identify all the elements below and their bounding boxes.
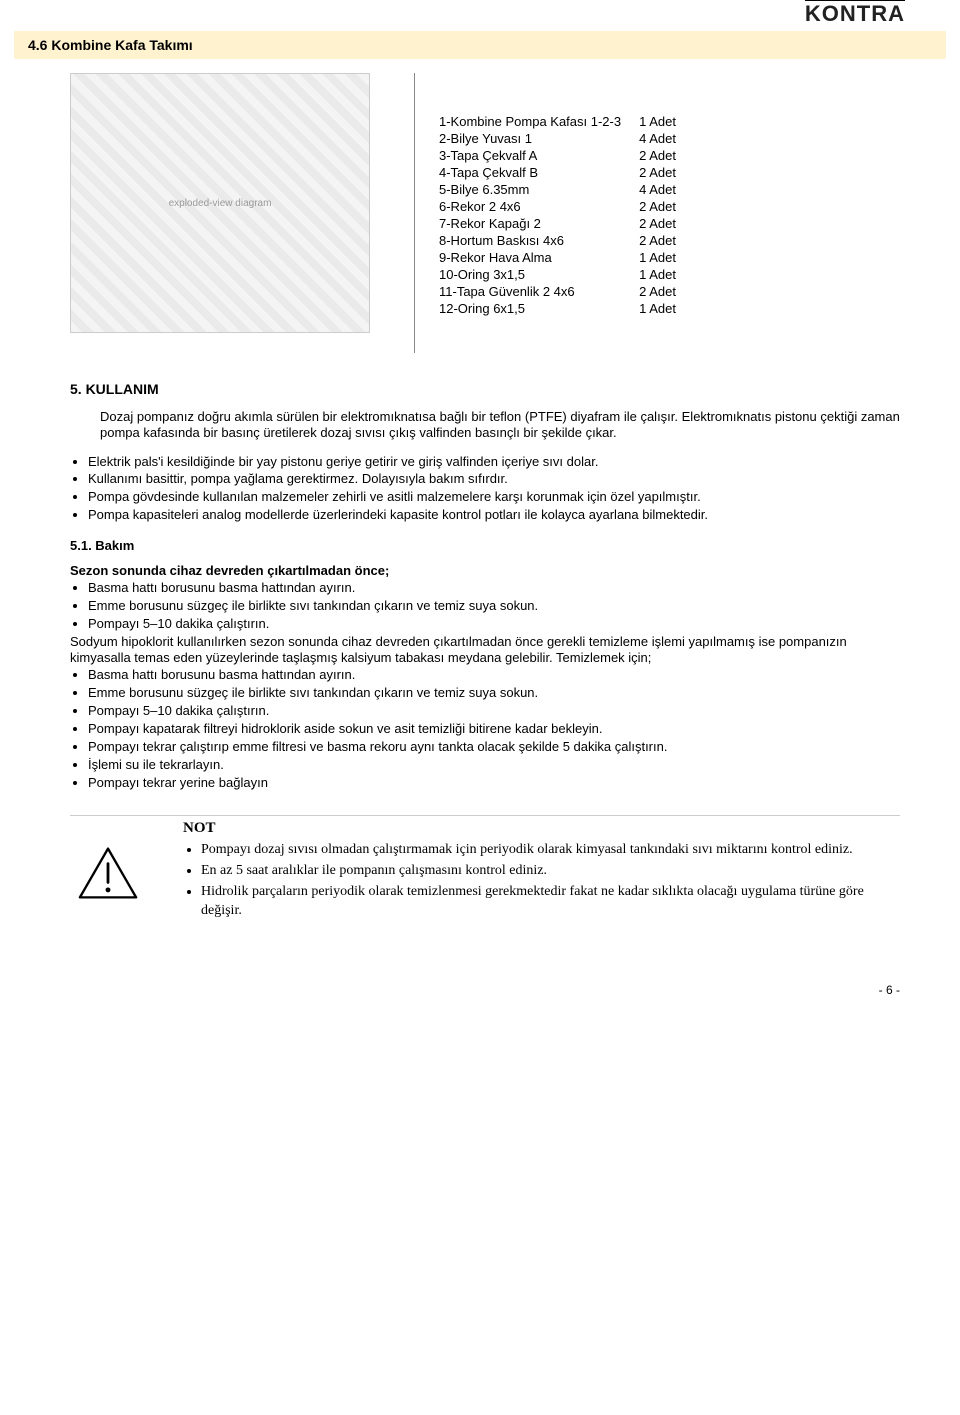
not-title: NOT <box>183 820 900 837</box>
brand-label: KONTRA <box>805 0 905 27</box>
part-label: 7-Rekor Kapağı 2 <box>439 215 621 232</box>
list-item: Elektrik pals'i kesildiğinde bir yay pis… <box>88 454 900 471</box>
list-item: Pompayı dozaj sıvısı olmadan çalıştırmam… <box>201 841 900 860</box>
not-box: NOT Pompayı dozaj sıvısı olmadan çalıştı… <box>70 815 900 923</box>
table-row: 2-Bilye Yuvası 14 Adet <box>439 130 676 147</box>
list-item: Pompa gövdesinde kullanılan malzemeler z… <box>88 489 900 506</box>
table-row: 5-Bilye 6.35mm4 Adet <box>439 181 676 198</box>
list-item: Pompayı kapatarak filtreyi hidroklorik a… <box>88 721 900 738</box>
part-qty: 1 Adet <box>621 249 676 266</box>
list-item: Pompayı tekrar çalıştırıp emme filtresi … <box>88 739 900 756</box>
part-qty: 2 Adet <box>621 164 676 181</box>
exploded-diagram: exploded-view diagram <box>70 73 415 353</box>
list-item: Emme borusunu süzgeç ile birlikte sıvı t… <box>88 598 900 615</box>
part-qty: 2 Adet <box>621 198 676 215</box>
part-qty: 2 Adet <box>621 283 676 300</box>
part-label: 5-Bilye 6.35mm <box>439 181 621 198</box>
list-item: Basma hattı borusunu basma hattından ayı… <box>88 667 900 684</box>
part-label: 10-Oring 3x1,5 <box>439 266 621 283</box>
table-row: 7-Rekor Kapağı 22 Adet <box>439 215 676 232</box>
part-label: 3-Tapa Çekvalf A <box>439 147 621 164</box>
list-item: Kullanımı basittir, pompa yağlama gerekt… <box>88 471 900 488</box>
bakim-heading: 5.1. Bakım <box>70 538 900 553</box>
kullanim-intro: Dozaj pompanız doğru akımla sürülen bir … <box>100 409 900 442</box>
part-qty: 4 Adet <box>621 130 676 147</box>
table-row: 1-Kombine Pompa Kafası 1-2-31 Adet <box>439 113 676 130</box>
part-label: 9-Rekor Hava Alma <box>439 249 621 266</box>
part-label: 4-Tapa Çekvalf B <box>439 164 621 181</box>
bakim-bullets-a: Basma hattı borusunu basma hattından ayı… <box>88 580 900 633</box>
bakim-lead: Sezon sonunda cihaz devreden çıkartılmad… <box>70 563 900 578</box>
part-label: 2-Bilye Yuvası 1 <box>439 130 621 147</box>
list-item: Hidrolik parçaların periyodik olarak tem… <box>201 883 900 921</box>
table-row: 3-Tapa Çekvalf A2 Adet <box>439 147 676 164</box>
table-row: 9-Rekor Hava Alma1 Adet <box>439 249 676 266</box>
part-qty: 2 Adet <box>621 147 676 164</box>
list-item: Pompayı tekrar yerine bağlayın <box>88 775 900 792</box>
kullanim-heading: 5. KULLANIM <box>70 381 900 397</box>
list-item: Pompayı 5–10 dakika çalıştırın. <box>88 616 900 633</box>
list-item: Pompayı 5–10 dakika çalıştırın. <box>88 703 900 720</box>
section-heading-band: 4.6 Kombine Kafa Takımı <box>14 31 946 59</box>
list-item: Basma hattı borusunu basma hattından ayı… <box>88 580 900 597</box>
part-qty: 2 Adet <box>621 215 676 232</box>
part-qty: 1 Adet <box>621 300 676 317</box>
part-qty: 2 Adet <box>621 232 676 249</box>
list-item: İşlemi su ile tekrarlayın. <box>88 757 900 774</box>
diagram-placeholder: exploded-view diagram <box>70 73 370 333</box>
part-label: 12-Oring 6x1,5 <box>439 300 621 317</box>
kullanim-bullets: Elektrik pals'i kesildiğinde bir yay pis… <box>88 454 900 525</box>
part-label: 8-Hortum Baskısı 4x6 <box>439 232 621 249</box>
part-qty: 4 Adet <box>621 181 676 198</box>
page-number: - 6 - <box>879 983 900 997</box>
table-row: 4-Tapa Çekvalf B2 Adet <box>439 164 676 181</box>
table-row: 11-Tapa Güvenlik 2 4x62 Adet <box>439 283 676 300</box>
parts-list: 1-Kombine Pompa Kafası 1-2-31 Adet 2-Bil… <box>439 73 900 353</box>
list-item: Emme borusunu süzgeç ile birlikte sıvı t… <box>88 685 900 702</box>
list-item: Pompa kapasiteleri analog modellerde üze… <box>88 507 900 524</box>
part-label: 6-Rekor 2 4x6 <box>439 198 621 215</box>
part-qty: 1 Adet <box>621 113 676 130</box>
not-bullets: Pompayı dozaj sıvısı olmadan çalıştırmam… <box>201 841 900 921</box>
warning-icon <box>78 846 138 900</box>
list-item: En az 5 saat aralıklar ile pompanın çalı… <box>201 862 900 881</box>
table-row: 6-Rekor 2 4x62 Adet <box>439 198 676 215</box>
bakim-mid: Sodyum hipoklorit kullanılırken sezon so… <box>70 634 900 667</box>
part-label: 1-Kombine Pompa Kafası 1-2-3 <box>439 113 621 130</box>
table-row: 8-Hortum Baskısı 4x62 Adet <box>439 232 676 249</box>
part-qty: 1 Adet <box>621 266 676 283</box>
table-row: 10-Oring 3x1,51 Adet <box>439 266 676 283</box>
section-title: 4.6 Kombine Kafa Takımı <box>28 37 193 53</box>
table-row: 12-Oring 6x1,51 Adet <box>439 300 676 317</box>
bakim-bullets-b: Basma hattı borusunu basma hattından ayı… <box>88 667 900 791</box>
part-label: 11-Tapa Güvenlik 2 4x6 <box>439 283 621 300</box>
